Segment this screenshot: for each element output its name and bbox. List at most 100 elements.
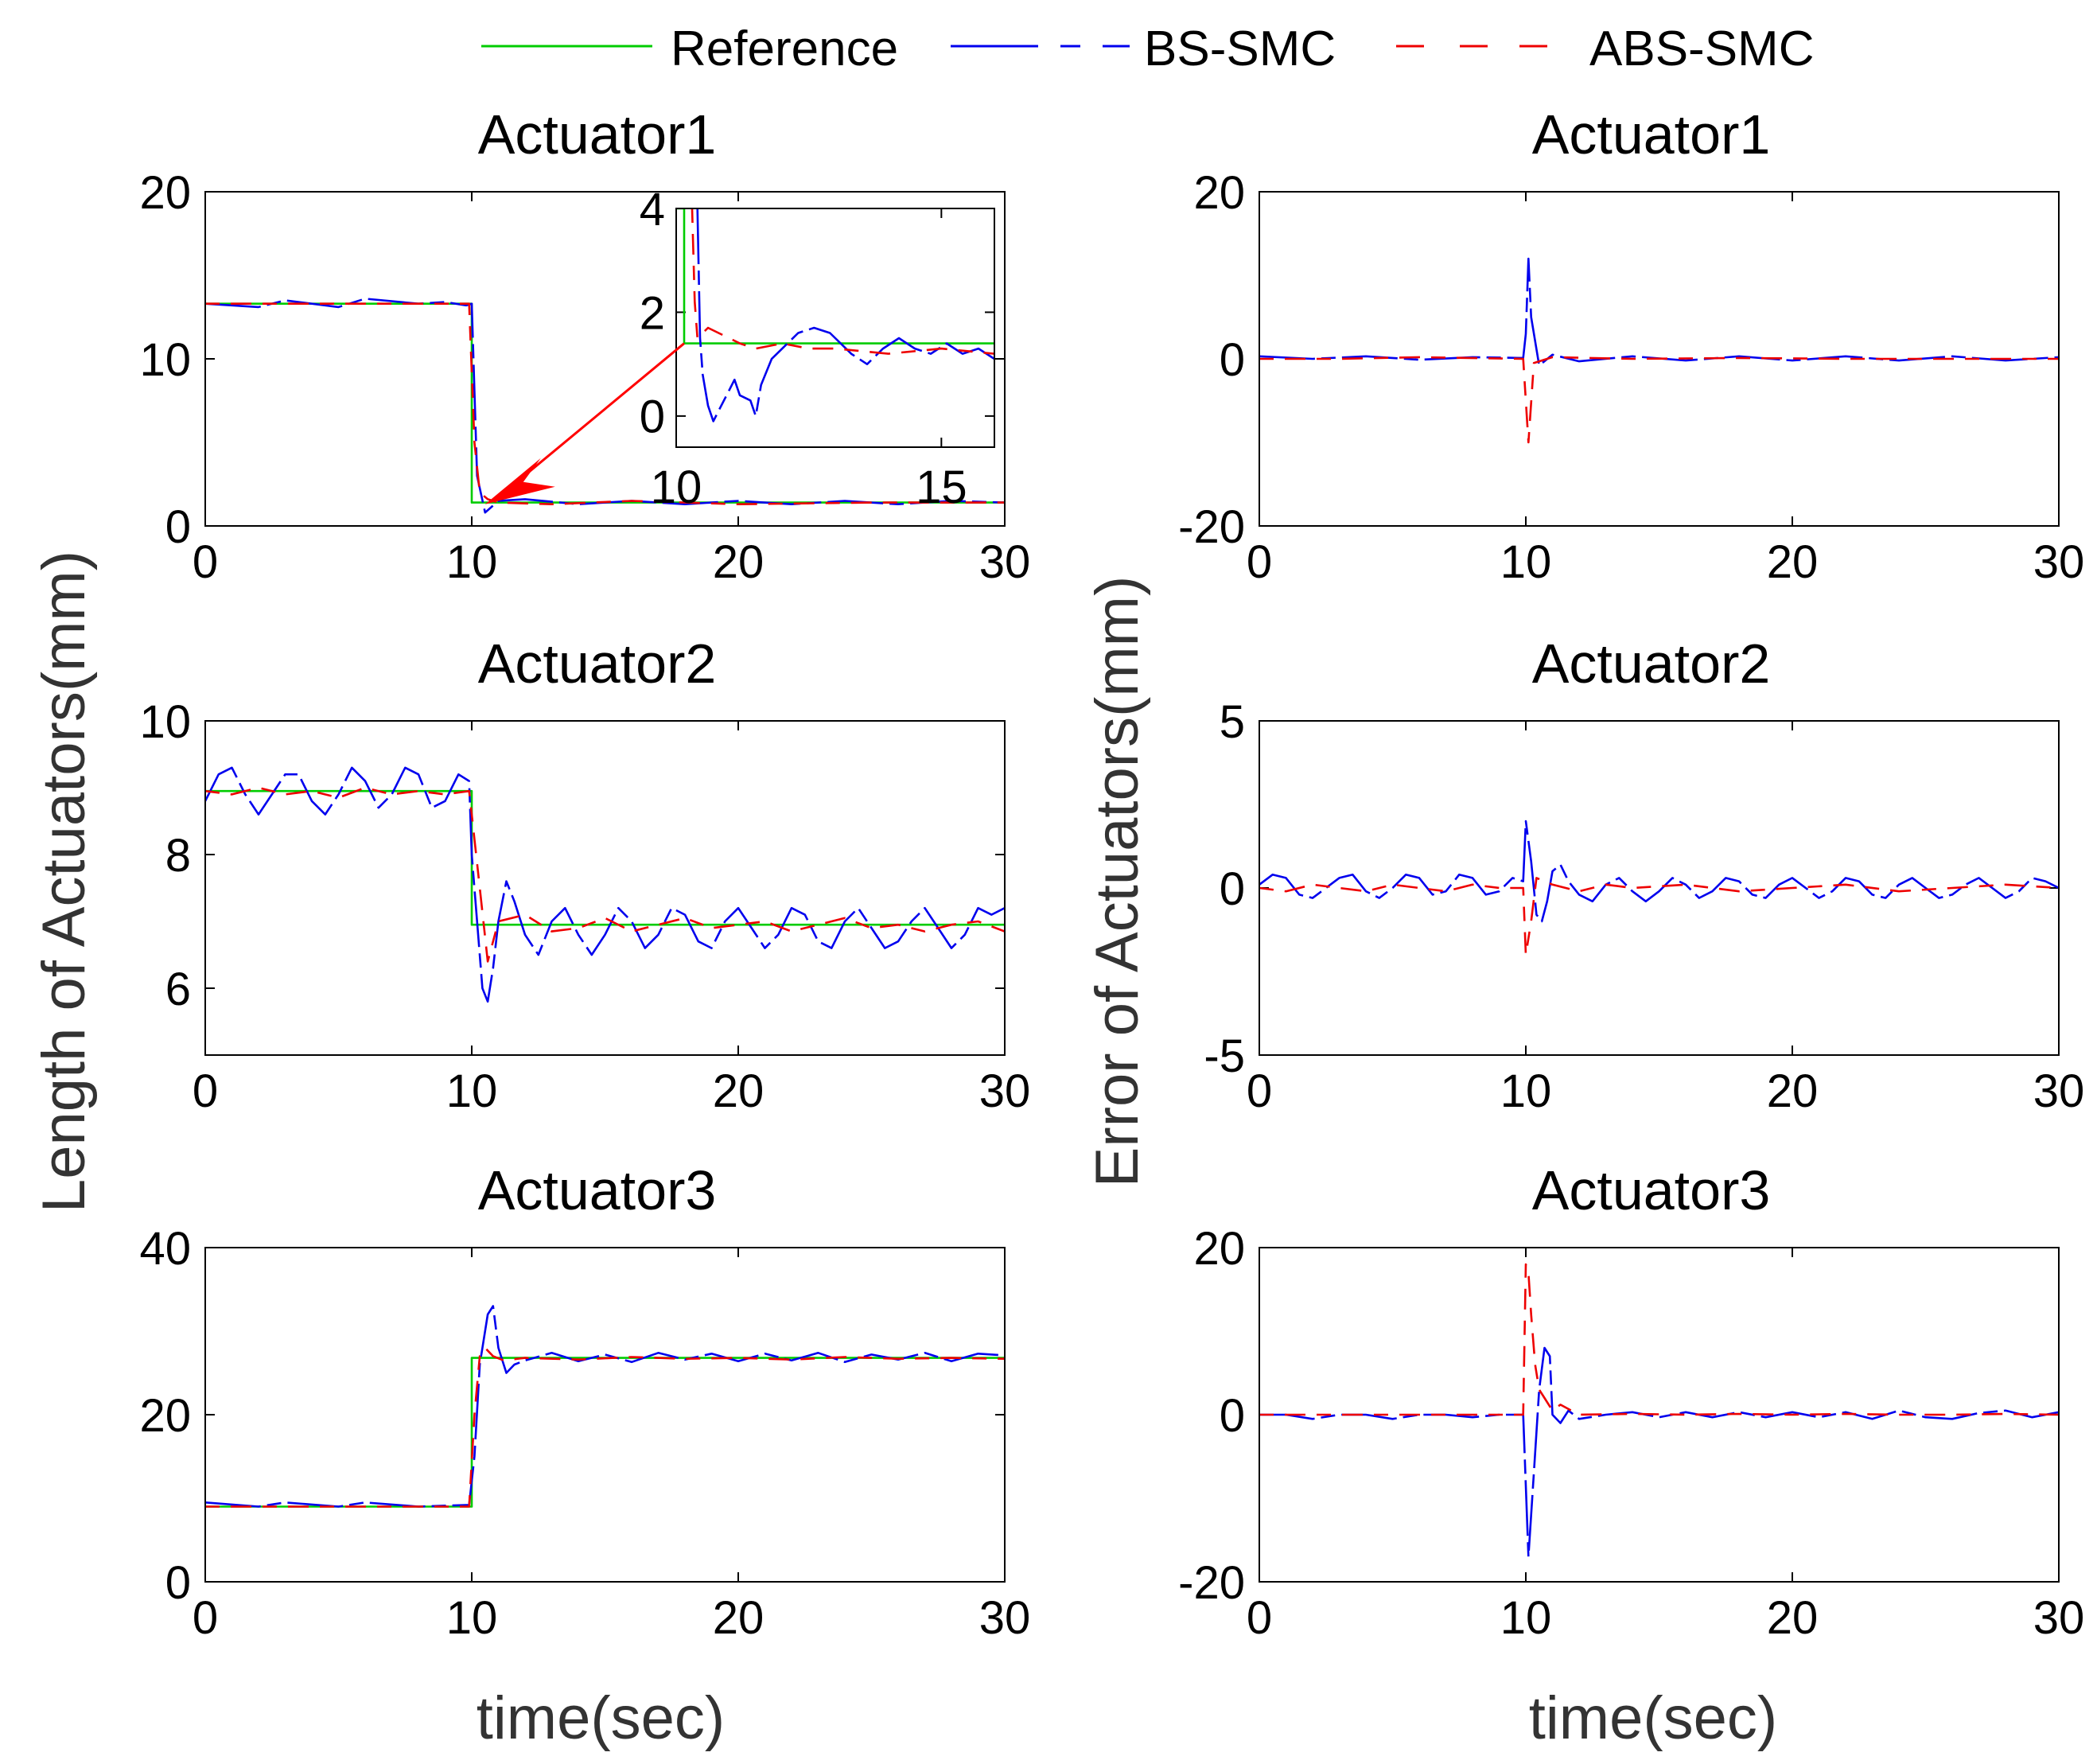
len2-xtick-label: 20 <box>713 1065 764 1117</box>
len3-ytick-label: 40 <box>139 1223 191 1275</box>
inset-series-group <box>676 208 994 423</box>
inset-line-bs-smc <box>696 208 994 423</box>
err3-xtick-label: 0 <box>1247 1592 1272 1644</box>
panel-title: Actuator3 <box>1532 1159 1771 1221</box>
zoom-arrow-line <box>515 342 685 483</box>
len2-axes-frame <box>204 720 1006 1056</box>
err3-line-bs-smc <box>1259 1346 2059 1558</box>
legend-bs-smc-label: BS-SMC <box>1144 21 1336 76</box>
len2-line-abs-smc <box>205 786 1005 963</box>
inset-frame <box>675 208 995 448</box>
err3-axes-frame <box>1259 1247 2060 1583</box>
len1-ytick-label: 10 <box>139 334 191 386</box>
inset-bg <box>676 208 994 447</box>
len3-xtick-label: 30 <box>979 1592 1031 1644</box>
err2-line-bs-smc <box>1259 820 2059 923</box>
err1-xtick-label: 10 <box>1500 536 1552 588</box>
err3-xtick-label: 20 <box>1767 1592 1819 1644</box>
len2-ytick-label: 10 <box>139 696 191 748</box>
panel-title: Actuator1 <box>1532 103 1771 165</box>
err1-xtick-label: 20 <box>1767 536 1819 588</box>
zoom-arrow-head <box>484 458 555 504</box>
len3-ytick-label: 20 <box>139 1390 191 1442</box>
len3-line-abs-smc <box>205 1346 1005 1508</box>
panel-title: Actuator2 <box>1532 633 1771 695</box>
len2-xtick-label: 10 <box>446 1065 498 1117</box>
len1-xtick-label: 20 <box>713 536 764 588</box>
len1-xtick-label: 30 <box>979 536 1031 588</box>
inset-line-abs-smc <box>691 208 994 355</box>
panel-title: Actuator1 <box>478 103 717 165</box>
len1-ytick-label: 20 <box>139 167 191 219</box>
err1-xtick-label: 30 <box>2033 536 2085 588</box>
err2-ytick-label: -5 <box>1204 1030 1245 1082</box>
panel-title: Actuator3 <box>478 1159 717 1221</box>
len3-series-group <box>205 1305 1005 1508</box>
len3-axes-frame <box>204 1247 1006 1583</box>
err3-xtick-label: 10 <box>1500 1592 1552 1644</box>
len1-line-abs-smc <box>205 302 1005 506</box>
panel-len3: Actuator3 0 10 20 30 0 20 40 <box>139 1159 1030 1644</box>
y-axis-label-error: Error of Actuators(mm) <box>1084 576 1151 1188</box>
err3-series-group <box>1259 1263 2059 1558</box>
err2-series-group <box>1259 820 2059 956</box>
err2-xtick-label: 0 <box>1247 1065 1272 1117</box>
len1-ytick-label: 0 <box>165 501 191 553</box>
legend: Reference BS-SMC ABS-SMC <box>481 21 1814 76</box>
len3-xtick-label: 10 <box>446 1592 498 1644</box>
inset-xtick-label: 15 <box>916 461 967 513</box>
inset-zoom: 10 15 0 2 4 <box>484 184 995 513</box>
len3-xtick-label: 20 <box>713 1592 764 1644</box>
len3-line-bs-smc <box>205 1305 1005 1508</box>
x-axis-label-right: time(sec) <box>1529 1684 1777 1752</box>
len3-ytick-label: 0 <box>165 1557 191 1609</box>
len2-line-reference <box>205 789 1005 926</box>
err2-axes-frame <box>1259 720 2060 1056</box>
err1-xtick-label: 0 <box>1247 536 1272 588</box>
err1-ytick-label: -20 <box>1178 501 1245 553</box>
err3-ytick-label: 20 <box>1193 1223 1245 1275</box>
len2-xtick-label: 30 <box>979 1065 1031 1117</box>
y-axis-label-length: Length of Actuators(mm) <box>30 551 98 1213</box>
legend-reference-label: Reference <box>671 21 898 76</box>
len1-axes-frame <box>204 191 1006 527</box>
err3-ytick-label: -20 <box>1178 1557 1245 1609</box>
len1-series-group <box>205 298 1005 514</box>
len1-xtick-label: 10 <box>446 536 498 588</box>
len3-xtick-label: 0 <box>193 1592 218 1644</box>
err1-ytick-label: 0 <box>1220 334 1245 386</box>
panel-len2: Actuator2 0 10 20 30 6 8 10 <box>139 633 1030 1117</box>
len2-line-bs-smc <box>205 766 1005 1003</box>
len2-ytick-label: 8 <box>165 830 191 882</box>
panel-title: Actuator2 <box>478 633 717 695</box>
len2-ytick-label: 6 <box>165 964 191 1015</box>
err2-xtick-label: 30 <box>2033 1065 2085 1117</box>
len3-line-reference <box>205 1357 1005 1508</box>
err2-ytick-label: 0 <box>1220 863 1245 915</box>
len1-xtick-label: 0 <box>193 536 218 588</box>
inset-xtick-label: 10 <box>651 461 702 513</box>
len1-line-reference <box>205 302 1005 504</box>
err1-series-group <box>1259 257 2059 444</box>
err1-ytick-label: 20 <box>1193 167 1245 219</box>
err3-line-abs-smc <box>1259 1263 2059 1416</box>
inset-ytick-label: 0 <box>640 391 665 443</box>
len2-xtick-label: 0 <box>193 1065 218 1117</box>
err2-line-abs-smc <box>1259 877 2059 956</box>
err2-xtick-label: 10 <box>1500 1065 1552 1117</box>
inset-ytick-label: 4 <box>640 184 665 236</box>
err3-ytick-label: 0 <box>1220 1390 1245 1442</box>
err1-line-bs-smc <box>1259 257 2059 367</box>
err2-ytick-label: 5 <box>1220 696 1245 748</box>
err2-xtick-label: 20 <box>1767 1065 1819 1117</box>
err1-line-abs-smc <box>1259 356 2059 444</box>
inset-ytick-label: 2 <box>640 287 665 339</box>
x-axis-label-left: time(sec) <box>477 1684 725 1752</box>
err1-axes-frame <box>1259 191 2060 527</box>
